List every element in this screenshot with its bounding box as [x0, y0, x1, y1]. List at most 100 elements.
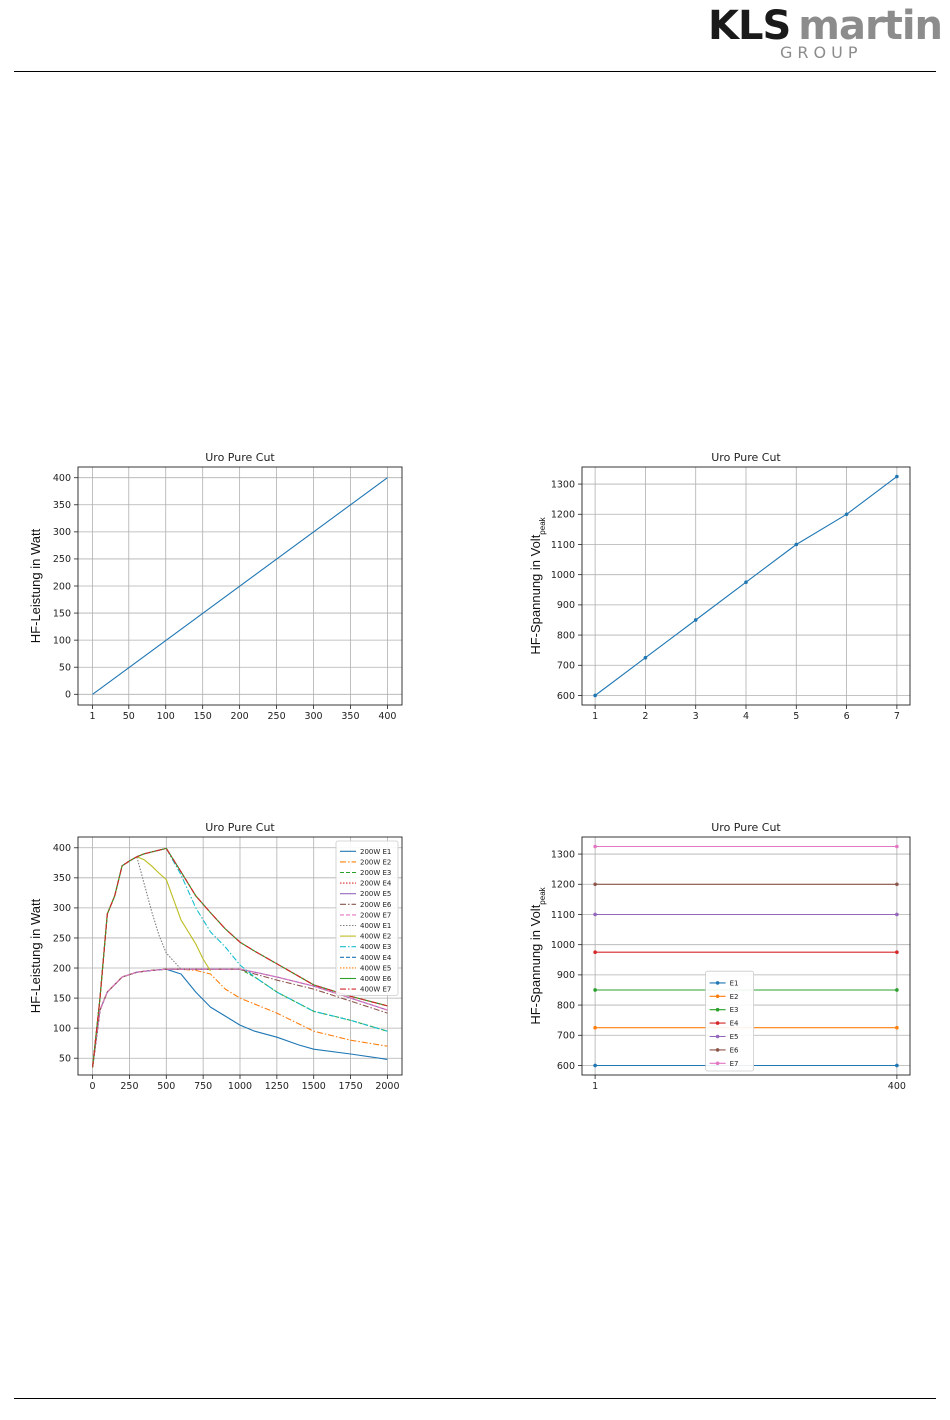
data-point [593, 844, 597, 849]
legend-marker [715, 1007, 720, 1012]
y-tick-label: 150 [53, 608, 71, 619]
legend-label: 400W E7 [360, 986, 391, 994]
data-point [895, 1025, 899, 1030]
y-tick-label: 250 [53, 554, 71, 565]
y-tick-label: 0 [65, 690, 71, 701]
data-point [593, 988, 597, 992]
x-tick-label: 1750 [338, 1081, 362, 1092]
legend-label: 200W E4 [360, 880, 392, 888]
data-point [593, 950, 597, 955]
series-line [92, 968, 388, 1068]
series-line [92, 847, 388, 1068]
y-tick-label: 900 [557, 600, 575, 611]
footer-divider [14, 1398, 936, 1399]
page-header: KLS martin GROUP [0, 0, 950, 72]
y-tick-label: 1000 [551, 570, 575, 581]
plot-frame [77, 466, 403, 706]
data-point [895, 844, 899, 849]
data-point [895, 912, 899, 917]
data-point [593, 1063, 597, 1068]
power-setting-chart: 1 50 100 150 200 250 300 350 400 0 50 100 150 200 250 3… [20, 445, 410, 735]
data-point [593, 912, 597, 917]
series-line [92, 477, 388, 695]
legend-marker [715, 1034, 720, 1039]
y-tick-label: 1200 [551, 880, 575, 891]
y-axis-label: HF-Leistung in Watt [28, 528, 43, 643]
x-tick-label: 2 [642, 711, 648, 722]
x-tick-label: 0 [90, 1081, 96, 1092]
x-tick-label: 2000 [375, 1081, 399, 1092]
voltage-effect-chart: 1 2 3 4 5 6 7 600 700 800 900 1000 1100 1200 1300 Uro P… [520, 445, 920, 735]
y-axis-label: HF-Spannung in Voltpeak [528, 886, 547, 1024]
x-tick-label: 150 [194, 711, 212, 722]
y-tick-label: 400 [53, 473, 71, 484]
y-tick-label: 200 [53, 963, 71, 974]
y-tick-label: 800 [557, 630, 575, 641]
x-tick-label: 100 [157, 711, 175, 722]
y-axis-label-main: HF-Leistung in Watt [28, 528, 43, 643]
x-tick-label: 1500 [302, 1081, 326, 1092]
y-tick-label: 700 [557, 661, 575, 672]
x-tick-label: 3 [693, 711, 699, 722]
data-point [895, 1063, 899, 1068]
x-tick-label: 1000 [228, 1081, 252, 1092]
data-point [643, 655, 648, 660]
legend: E1 E2 E3 E4 E5 E6 E7 [705, 970, 755, 1072]
legend-label: 400W E5 [360, 964, 391, 972]
x-tick-label: 6 [844, 711, 850, 722]
x-tick-label: 500 [157, 1081, 175, 1092]
legend: 200W E1 200W E2 200W E3 200W E4 200W E5 200W … [335, 840, 399, 996]
y-axis-label-subscript: peak [538, 886, 547, 904]
header-divider [14, 71, 936, 72]
y-tick-label: 100 [53, 1023, 71, 1034]
data-point [895, 950, 899, 955]
y-tick-label: 600 [557, 691, 575, 702]
y-axis-label: HF-Leistung in Watt [28, 898, 43, 1013]
data-point [744, 580, 748, 585]
legend-label: E4 [730, 1020, 739, 1028]
legend-label: 400W E3 [360, 943, 391, 951]
x-tick-label: 7 [894, 711, 900, 722]
y-tick-label: 50 [59, 1054, 71, 1065]
chart-svg: 1 400 600 700 800 900 1000 1100 1200 1300 Uro Pure… [528, 821, 911, 1092]
legend-label: 400W E1 [360, 922, 391, 930]
y-tick-label: 1000 [551, 940, 575, 951]
chart-svg: 0 250 500 750 1000 1250 1500 1750 2000 50 100 150 20… [28, 821, 403, 1092]
chart-title: Uro Pure Cut [711, 821, 781, 834]
data-point [593, 1025, 597, 1030]
x-tick-label: 400 [378, 711, 396, 722]
legend-label: 200W E2 [360, 858, 391, 866]
legend-label: 200W E7 [360, 911, 391, 919]
logo-group: GROUP [780, 43, 863, 62]
data-point [895, 474, 899, 479]
plot-frame [581, 466, 911, 706]
data-point [593, 693, 597, 698]
legend-label: E6 [730, 1046, 739, 1054]
chart-title: Uro Pure Cut [711, 451, 781, 464]
legend-marker [715, 1021, 720, 1025]
y-tick-label: 150 [53, 993, 71, 1004]
logo-martin: martin [798, 3, 943, 49]
legend-label: 200W E6 [360, 901, 392, 909]
data-point [895, 882, 899, 887]
series-line [92, 968, 388, 1068]
y-tick-label: 800 [557, 1000, 575, 1011]
power-load-curve-chart: 0 250 500 750 1000 1250 1500 1750 2000 50 100 150 20… [20, 815, 410, 1105]
y-tick-label: 1100 [551, 910, 575, 921]
x-tick-label: 350 [341, 711, 359, 722]
y-tick-label: 300 [53, 903, 71, 914]
logo-kls: KLS [708, 3, 791, 49]
y-tick-label: 400 [53, 843, 71, 854]
x-tick-label: 1 [592, 711, 598, 722]
y-axis-label: HF-Spannung in Voltpeak [528, 516, 547, 654]
data-point [844, 512, 849, 517]
company-logo: KLS martin [708, 3, 943, 49]
legend-label: 200W E1 [360, 848, 391, 856]
legend-marker [715, 994, 720, 999]
legend-marker [715, 981, 720, 985]
y-axis-label-subscript: peak [538, 516, 547, 534]
plot-frame [581, 836, 911, 1076]
x-tick-label: 1 [90, 711, 96, 722]
legend-label: 200W E5 [360, 890, 391, 898]
y-axis-label-main: HF-Leistung in Watt [28, 898, 43, 1013]
